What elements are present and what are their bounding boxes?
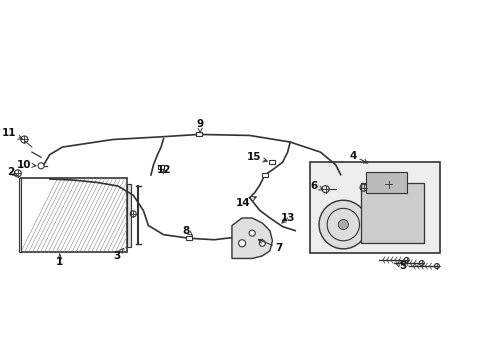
Text: 9: 9 (196, 119, 203, 132)
Text: 12: 12 (156, 165, 170, 175)
Text: 14: 14 (236, 197, 256, 208)
Text: 3: 3 (113, 248, 123, 261)
Circle shape (38, 163, 44, 169)
Text: 8: 8 (183, 226, 192, 236)
Circle shape (238, 240, 245, 247)
Text: 6: 6 (310, 181, 323, 191)
Bar (127, 184, 130, 247)
Text: 5: 5 (395, 261, 406, 271)
Bar (158, 165, 164, 169)
Circle shape (318, 200, 367, 249)
Bar (360, 183, 424, 243)
Text: 4: 4 (349, 151, 367, 163)
Text: 1: 1 (56, 254, 63, 267)
Bar (19, 179, 21, 252)
Text: 15: 15 (246, 152, 266, 162)
Bar (310, 162, 439, 253)
Bar (196, 132, 202, 136)
Bar (366, 172, 406, 193)
Text: 2: 2 (7, 167, 17, 177)
Text: 13: 13 (280, 213, 294, 223)
Text: 7: 7 (258, 239, 282, 253)
Text: 10: 10 (17, 160, 36, 170)
Circle shape (338, 220, 347, 230)
Bar (21, 179, 127, 252)
Bar (269, 160, 275, 164)
Bar (261, 173, 267, 177)
Text: 11: 11 (2, 129, 22, 139)
Circle shape (249, 230, 255, 236)
Polygon shape (231, 218, 272, 258)
Bar (185, 236, 192, 240)
Circle shape (259, 240, 265, 246)
